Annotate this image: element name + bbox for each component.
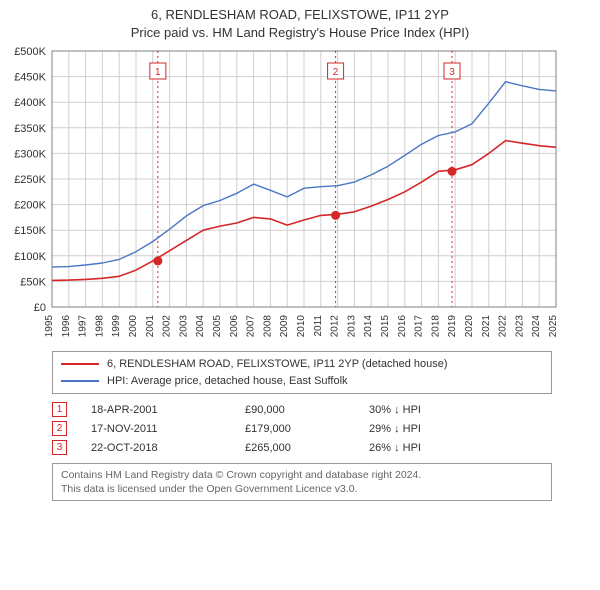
- svg-text:£150K: £150K: [14, 225, 46, 237]
- svg-text:2: 2: [333, 67, 339, 78]
- footer-line: This data is licensed under the Open Gov…: [61, 482, 543, 496]
- svg-text:2013: 2013: [346, 315, 357, 338]
- svg-text:2000: 2000: [128, 315, 139, 338]
- marker-number-box: 1: [52, 402, 67, 417]
- svg-text:2016: 2016: [397, 315, 408, 338]
- svg-text:2003: 2003: [178, 315, 189, 338]
- marker-delta: 30% ↓ HPI: [369, 404, 489, 416]
- svg-text:2017: 2017: [414, 315, 425, 338]
- legend-swatch: [61, 380, 99, 382]
- marker-table: 1 18-APR-2001 £90,000 30% ↓ HPI 2 17-NOV-2011…: [52, 400, 552, 457]
- svg-text:£300K: £300K: [14, 148, 46, 160]
- marker-date: 22-OCT-2018: [91, 442, 221, 454]
- svg-text:2004: 2004: [195, 315, 206, 338]
- svg-text:£200K: £200K: [14, 200, 46, 212]
- marker-price: £179,000: [245, 423, 345, 435]
- legend-swatch: [61, 363, 99, 365]
- legend-row: 6, RENDLESHAM ROAD, FELIXSTOWE, IP11 2YP…: [61, 356, 543, 373]
- svg-text:2024: 2024: [531, 315, 542, 338]
- marker-number-box: 2: [52, 421, 67, 436]
- marker-price: £265,000: [245, 442, 345, 454]
- marker-delta: 29% ↓ HPI: [369, 423, 489, 435]
- svg-text:1: 1: [155, 67, 161, 78]
- legend: 6, RENDLESHAM ROAD, FELIXSTOWE, IP11 2YP…: [52, 351, 552, 394]
- svg-text:2022: 2022: [498, 315, 509, 338]
- footer-line: Contains HM Land Registry data © Crown c…: [61, 468, 543, 482]
- marker-row: 1 18-APR-2001 £90,000 30% ↓ HPI: [52, 400, 552, 419]
- svg-text:2014: 2014: [363, 315, 374, 338]
- marker-number-box: 3: [52, 440, 67, 455]
- svg-text:3: 3: [449, 67, 455, 78]
- svg-text:1998: 1998: [94, 315, 105, 338]
- svg-text:2021: 2021: [481, 315, 492, 338]
- container: 6, RENDLESHAM ROAD, FELIXSTOWE, IP11 2YP…: [0, 0, 600, 590]
- marker-price: £90,000: [245, 404, 345, 416]
- titles: 6, RENDLESHAM ROAD, FELIXSTOWE, IP11 2YP…: [8, 6, 592, 41]
- svg-text:2025: 2025: [548, 315, 559, 338]
- svg-text:2006: 2006: [229, 315, 240, 338]
- svg-text:2010: 2010: [296, 315, 307, 338]
- svg-text:2020: 2020: [464, 315, 475, 338]
- marker-delta: 26% ↓ HPI: [369, 442, 489, 454]
- title-address: 6, RENDLESHAM ROAD, FELIXSTOWE, IP11 2YP: [8, 6, 592, 24]
- svg-text:2001: 2001: [145, 315, 156, 338]
- svg-text:2009: 2009: [279, 315, 290, 338]
- svg-text:£400K: £400K: [14, 97, 46, 109]
- svg-text:2015: 2015: [380, 315, 391, 338]
- svg-text:2023: 2023: [514, 315, 525, 338]
- chart-svg: £0 £50K £100K £150K £200K £250K £300K £350K £400…: [8, 45, 568, 345]
- svg-text:1997: 1997: [78, 315, 89, 338]
- legend-row: HPI: Average price, detached house, East…: [61, 373, 543, 390]
- marker-date: 17-NOV-2011: [91, 423, 221, 435]
- svg-text:1995: 1995: [44, 315, 55, 338]
- svg-text:£50K: £50K: [20, 276, 46, 288]
- svg-text:2005: 2005: [212, 315, 223, 338]
- svg-text:2019: 2019: [447, 315, 458, 338]
- chart: £0 £50K £100K £150K £200K £250K £300K £350K £400…: [8, 45, 592, 345]
- legend-label: 6, RENDLESHAM ROAD, FELIXSTOWE, IP11 2YP…: [107, 356, 448, 373]
- svg-text:2002: 2002: [162, 315, 173, 338]
- svg-text:£100K: £100K: [14, 251, 46, 263]
- legend-label: HPI: Average price, detached house, East…: [107, 373, 348, 390]
- svg-text:£350K: £350K: [14, 123, 46, 135]
- footer: Contains HM Land Registry data © Crown c…: [52, 463, 552, 501]
- svg-text:£250K: £250K: [14, 174, 46, 186]
- svg-text:£0: £0: [34, 302, 46, 314]
- svg-text:2008: 2008: [262, 315, 273, 338]
- marker-row: 2 17-NOV-2011 £179,000 29% ↓ HPI: [52, 419, 552, 438]
- marker-row: 3 22-OCT-2018 £265,000 26% ↓ HPI: [52, 438, 552, 457]
- marker-date: 18-APR-2001: [91, 404, 221, 416]
- svg-text:1996: 1996: [61, 315, 72, 338]
- svg-text:2007: 2007: [246, 315, 257, 338]
- svg-text:2018: 2018: [430, 315, 441, 338]
- svg-text:2011: 2011: [313, 315, 324, 337]
- svg-text:2012: 2012: [330, 315, 341, 338]
- svg-text:£500K: £500K: [14, 46, 46, 58]
- svg-text:1999: 1999: [111, 315, 122, 338]
- title-subtitle: Price paid vs. HM Land Registry's House …: [8, 24, 592, 42]
- svg-text:£450K: £450K: [14, 72, 46, 84]
